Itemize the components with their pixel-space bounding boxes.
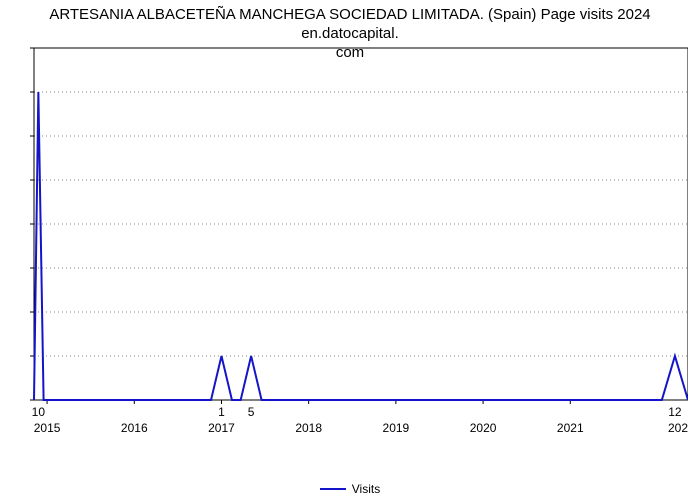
value-label: 10	[32, 405, 46, 419]
value-label: 5	[248, 405, 255, 419]
series-line-visits	[34, 92, 688, 400]
legend-swatch	[320, 488, 346, 490]
xtick-label: 2019	[383, 421, 410, 435]
plot-area: 2015201620172018201920202021202012345678…	[28, 46, 688, 446]
xtick-label: 2018	[295, 421, 322, 435]
xtick-label: 2015	[34, 421, 61, 435]
chart-container: ARTESANIA ALBACETEÑA MANCHEGA SOCIEDAD L…	[0, 0, 700, 500]
value-label: 12	[668, 405, 682, 419]
plot-border	[34, 48, 688, 400]
xtick-label: 2017	[208, 421, 235, 435]
xtick-label: 2021	[557, 421, 584, 435]
chart-title-line1: ARTESANIA ALBACETEÑA MANCHEGA SOCIEDAD L…	[49, 6, 650, 42]
legend: Visits	[0, 481, 700, 496]
xtick-label-edge: 202	[668, 421, 688, 435]
xtick-label: 2020	[470, 421, 497, 435]
value-label: 1	[218, 405, 225, 419]
legend-label: Visits	[352, 482, 380, 496]
xtick-label: 2016	[121, 421, 148, 435]
chart-svg: 2015201620172018201920202021202012345678…	[28, 46, 688, 446]
